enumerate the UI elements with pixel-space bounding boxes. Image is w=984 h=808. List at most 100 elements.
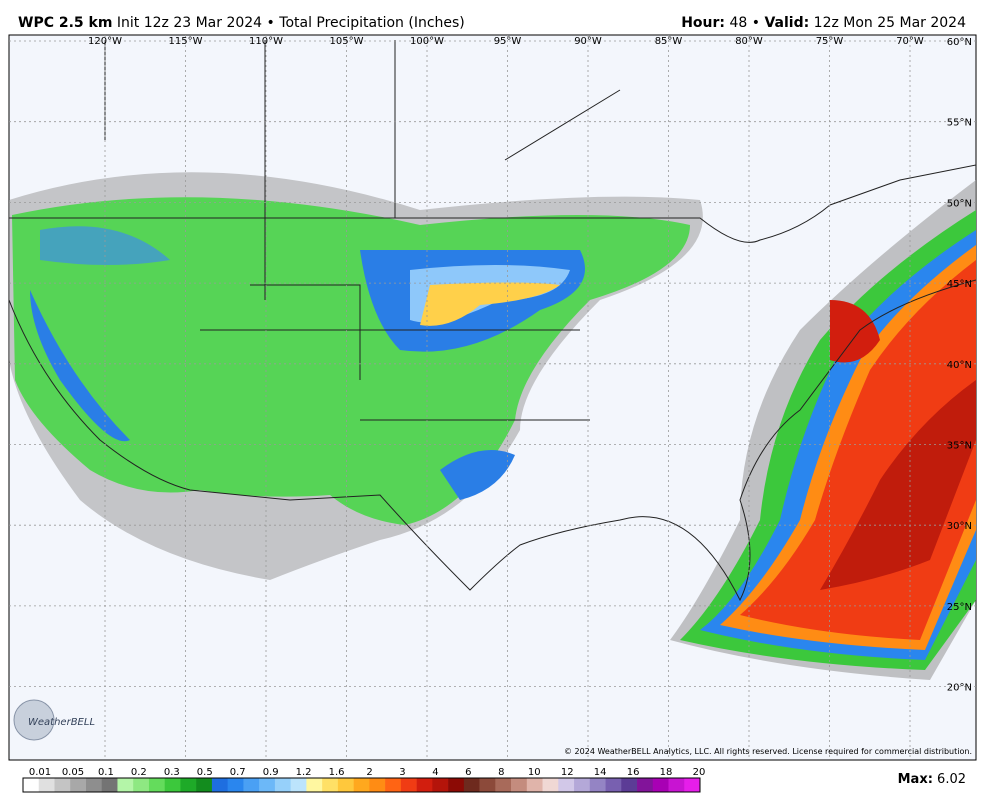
latitude-label: 55°N	[947, 118, 972, 129]
latitude-label: 60°N	[947, 37, 972, 48]
graticule	[9, 35, 976, 760]
color-swatch	[416, 778, 433, 792]
header-left: WPC 2.5 km Init 12z 23 Mar 2024 • Total …	[18, 15, 465, 31]
copyright: © 2024 WeatherBELL Analytics, LLC. All r…	[564, 747, 972, 756]
color-swatch	[432, 778, 449, 792]
header-right: Hour: 48 • Valid: 12z Mon 25 Mar 2024	[681, 15, 966, 31]
colorbar-label: 0.3	[164, 767, 180, 778]
color-swatch	[101, 778, 118, 792]
color-swatch	[38, 778, 55, 792]
latitude-label: 25°N	[947, 602, 972, 613]
longitude-label: 115°W	[169, 36, 203, 47]
color-swatch	[243, 778, 260, 792]
valid: 12z Mon 25 Mar 2024	[814, 15, 966, 31]
color-swatch	[369, 778, 386, 792]
color-swatch	[448, 778, 465, 792]
max-value: 6.02	[937, 772, 966, 787]
latitude-label: 40°N	[947, 360, 972, 371]
colorbar-label: 4	[432, 767, 438, 778]
precip-field	[9, 172, 976, 680]
longitude-label: 95°W	[494, 36, 522, 47]
product: Total Precipitation (Inches)	[278, 15, 465, 31]
color-swatch	[463, 778, 480, 792]
colorbar-label: 6	[465, 767, 471, 778]
longitude-label: 90°W	[574, 36, 602, 47]
separator: •	[752, 15, 760, 31]
colorbar-label: 1.6	[329, 767, 345, 778]
colorbar-label: 16	[627, 767, 640, 778]
color-swatch	[290, 778, 307, 792]
longitude-label: 110°W	[249, 36, 283, 47]
color-swatch	[306, 778, 323, 792]
color-swatch	[259, 778, 276, 792]
color-swatch	[70, 778, 87, 792]
colorbar-label: 3	[399, 767, 405, 778]
hour: 48	[729, 15, 747, 31]
colorbar-label: 2	[366, 767, 372, 778]
color-swatch	[274, 778, 291, 792]
color-swatch	[164, 778, 181, 792]
colorbar-label: 8	[498, 767, 504, 778]
latitude-label: 20°N	[947, 683, 972, 694]
latitude-label: 45°N	[947, 279, 972, 290]
init: Init 12z 23 Mar 2024	[117, 15, 262, 31]
color-swatch	[542, 778, 559, 792]
color-swatch	[574, 778, 591, 792]
colorbar-label: 0.1	[98, 767, 114, 778]
color-swatch	[337, 778, 354, 792]
color-swatch	[605, 778, 622, 792]
colorbar-label: 12	[561, 767, 574, 778]
colorbar-label: 20	[693, 767, 706, 778]
color-swatch	[684, 778, 701, 792]
color-swatch	[652, 778, 669, 792]
color-swatch	[54, 778, 71, 792]
colorbar-label: 14	[594, 767, 607, 778]
color-swatch	[621, 778, 638, 792]
logo: WeatherBELL	[13, 699, 95, 741]
color-swatch	[117, 778, 134, 792]
longitude-label: 120°W	[88, 36, 122, 47]
latitude-label: 35°N	[947, 441, 972, 452]
colorbar-label: 0.9	[263, 767, 279, 778]
longitude-label: 105°W	[330, 36, 364, 47]
hour-label: Hour:	[681, 15, 725, 31]
colorbar-label: 1.2	[296, 767, 312, 778]
longitude-label: 85°W	[655, 36, 683, 47]
color-swatch	[322, 778, 339, 792]
color-swatch	[400, 778, 417, 792]
longitude-label: 75°W	[816, 36, 844, 47]
color-swatch	[558, 778, 575, 792]
color-swatch	[479, 778, 496, 792]
colorbar-label: 0.2	[131, 767, 147, 778]
colorbar-label: 0.5	[197, 767, 213, 778]
color-swatch	[180, 778, 197, 792]
model: WPC 2.5 km	[18, 15, 112, 31]
colorbar-frame	[22, 777, 701, 793]
color-swatch	[589, 778, 606, 792]
latitude-label: 30°N	[947, 521, 972, 532]
color-swatch	[85, 778, 103, 792]
longitude-label: 70°W	[896, 36, 924, 47]
color-swatch	[227, 778, 244, 792]
color-swatch	[196, 778, 213, 792]
separator: •	[267, 15, 275, 31]
color-swatch	[23, 778, 40, 792]
color-swatch	[211, 778, 228, 792]
color-swatch	[133, 778, 150, 792]
colorbar-label: 18	[660, 767, 673, 778]
coordinate-labels: 120°W 115°W 110°W 105°W 100°W 95°W 90°W 85°W 80°…	[88, 36, 972, 694]
color-swatch	[668, 778, 685, 792]
colorbar-label: 0.7	[230, 767, 246, 778]
max-label: Max:	[898, 772, 933, 787]
longitude-label: 80°W	[735, 36, 763, 47]
max-readout: Max: 6.02	[898, 772, 966, 787]
color-swatch	[511, 778, 528, 792]
colorbar-label: 0.01	[29, 767, 51, 778]
latitude-label: 50°N	[947, 198, 972, 209]
color-swatch	[526, 778, 543, 792]
valid-label: Valid:	[764, 15, 809, 31]
color-swatch	[148, 778, 165, 792]
color-swatch	[385, 778, 402, 792]
